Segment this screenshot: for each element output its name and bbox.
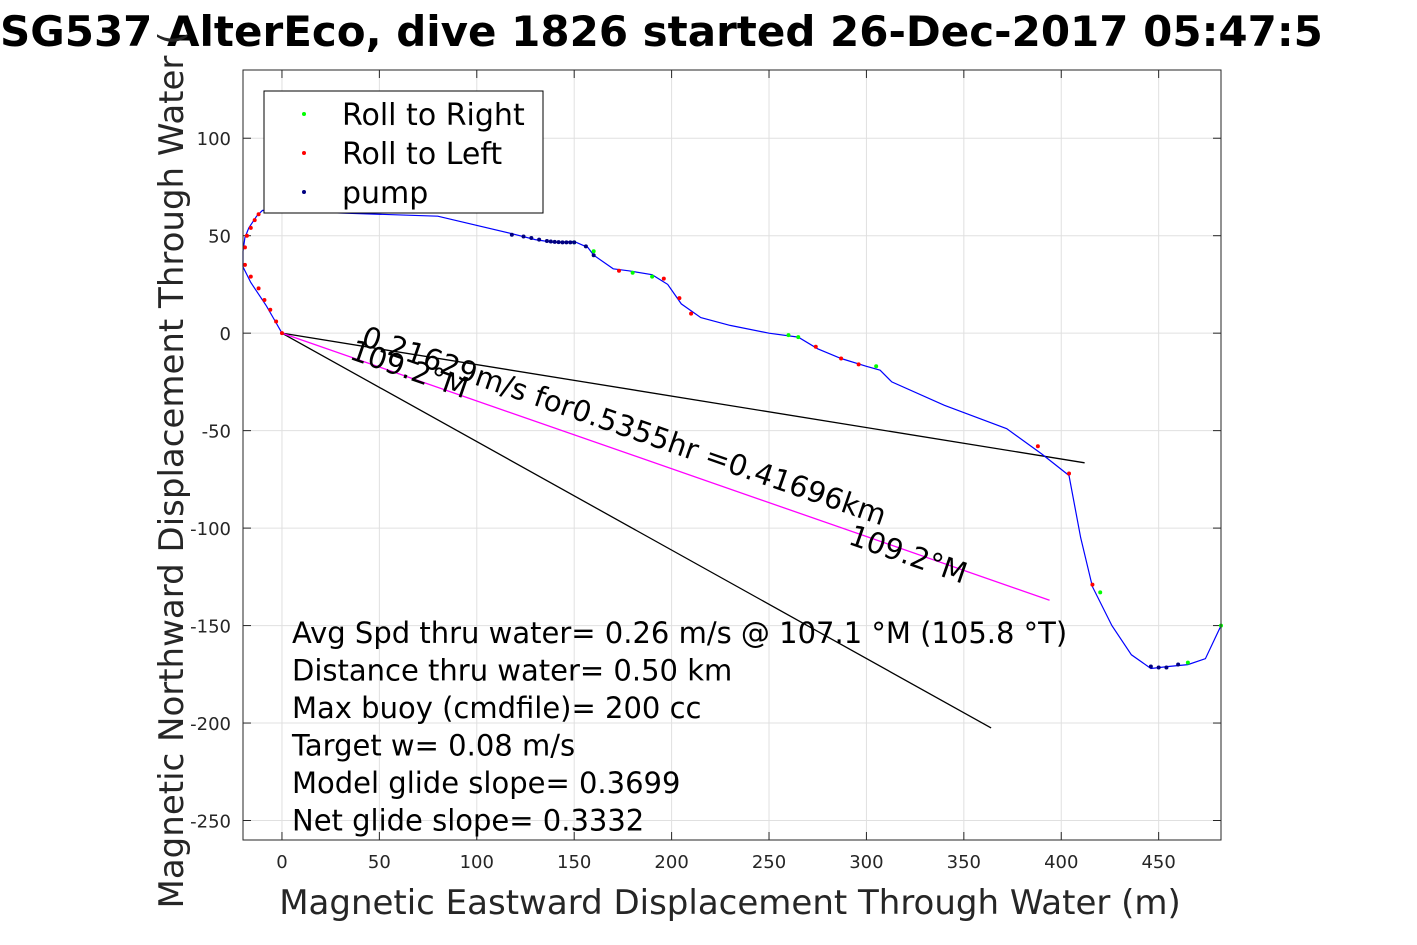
y-tick-label: 0: [220, 324, 231, 345]
y-tick-labels: 100 50 0 -50 -100 -150 -200 -250: [190, 129, 231, 832]
pump-point: [560, 240, 565, 245]
pump-point: [1156, 665, 1161, 670]
roll-right-point: [591, 249, 596, 254]
x-tick-label: 100: [460, 852, 494, 873]
legend-label: Roll to Right: [342, 98, 525, 133]
stats-line: Target w= 0.08 m/s: [291, 729, 575, 763]
y-tick-label: -200: [190, 714, 231, 735]
legend-label: Roll to Left: [342, 137, 502, 172]
roll-left-point: [244, 233, 249, 238]
y-tick-label: -50: [202, 422, 231, 443]
legend: Roll to Right Roll to Left pump: [263, 90, 544, 214]
pump-point: [1164, 665, 1169, 670]
legend-marker: [302, 190, 306, 194]
pump-point: [529, 236, 534, 241]
roll-left-point: [274, 319, 279, 324]
roll-left-point: [1035, 444, 1040, 449]
pump-point: [1176, 662, 1181, 667]
pump-point: [568, 240, 573, 245]
y-axis-label: Magnetic Northward Displacement Through …: [152, 32, 192, 909]
roll-left-point: [1090, 582, 1095, 587]
x-tick-label: 150: [557, 852, 591, 873]
roll-left-point: [677, 296, 682, 301]
stats-line: Distance thru water= 0.50 km: [292, 654, 732, 688]
roll-left-point: [839, 356, 844, 361]
x-axis-label: Magnetic Eastward Displacement Through W…: [279, 883, 1181, 923]
y-tick-label: -150: [190, 617, 231, 638]
roll-left-point: [1067, 471, 1072, 476]
roll-left-point: [248, 274, 253, 279]
x-tick-label: 50: [368, 852, 391, 873]
pump-point: [544, 238, 549, 243]
roll-left-point: [689, 311, 694, 316]
roll-left-point: [661, 276, 666, 281]
reference-lines: [281, 332, 1085, 729]
reference-line: [281, 332, 992, 729]
roll-left-point: [256, 212, 261, 217]
y-tick-label: -250: [190, 812, 231, 833]
pump-point: [548, 239, 553, 244]
x-tick-label: 300: [849, 852, 883, 873]
stats-line: Max buoy (cmdfile)= 200 cc: [292, 691, 701, 725]
pump-point: [556, 240, 561, 245]
roll-right-point: [796, 335, 801, 340]
y-tick-label: 100: [197, 129, 231, 150]
pump-point: [564, 240, 569, 245]
roll-left-point: [268, 307, 273, 312]
roll-right-point: [1185, 660, 1190, 665]
y-tick-label: 50: [208, 227, 231, 248]
roll-left-point: [813, 344, 818, 349]
plot-frame: [242, 69, 1222, 841]
reference-line: [281, 332, 1085, 464]
reference-line: [281, 332, 1050, 601]
legend-marker: [302, 151, 306, 155]
stats-line: Model glide slope= 0.3699: [292, 766, 680, 800]
pump-point: [583, 244, 588, 249]
pump-point: [509, 232, 514, 237]
x-tick-label: 200: [654, 852, 688, 873]
roll-left-point: [252, 218, 257, 223]
roll-left-point: [617, 268, 622, 273]
pump-point: [537, 237, 542, 242]
x-tick-labels: 0 50 100 150 200 250 300 350 400 450: [276, 852, 1176, 873]
legend-label: pump: [342, 176, 428, 211]
roll-left-point: [856, 362, 861, 367]
series-group: [242, 209, 1223, 670]
x-tick-label: 400: [1044, 852, 1078, 873]
x-tick-label: 0: [276, 852, 287, 873]
roll-right-point: [650, 274, 655, 279]
roll-left-point: [242, 245, 247, 250]
pump-point: [572, 240, 577, 245]
roll-left-point: [242, 262, 247, 267]
stats-line: Net glide slope= 0.3332: [292, 804, 644, 838]
grid: [243, 70, 1221, 840]
legend-marker: [302, 112, 306, 116]
roll-left-point: [256, 286, 261, 291]
roll-left-point: [279, 331, 284, 336]
pump-point: [591, 253, 596, 258]
stats-line: Avg Spd thru water= 0.26 m/s @ 107.1 °M …: [292, 616, 1067, 650]
roll-left-point: [262, 298, 267, 303]
pump-point: [521, 234, 526, 239]
pump-point: [552, 239, 557, 244]
legend-box: [263, 90, 544, 214]
x-tick-label: 350: [947, 852, 981, 873]
roll-right-point: [630, 270, 635, 275]
x-tick-label: 250: [752, 852, 786, 873]
roll-right-point: [1098, 590, 1103, 595]
roll-right-point: [786, 333, 791, 338]
pump-point: [1148, 664, 1153, 669]
chart-title: SG537 AlterEco, dive 1826 started 26-Dec…: [0, 7, 1323, 56]
x-tick-label: 450: [1141, 852, 1175, 873]
stats-text-block: Avg Spd thru water= 0.26 m/s @ 107.1 °M …: [291, 616, 1067, 838]
y-tick-label: -100: [190, 519, 231, 540]
series-line-track: [242, 209, 1222, 670]
roll-left-point: [248, 225, 253, 230]
roll-right-point: [874, 364, 879, 369]
